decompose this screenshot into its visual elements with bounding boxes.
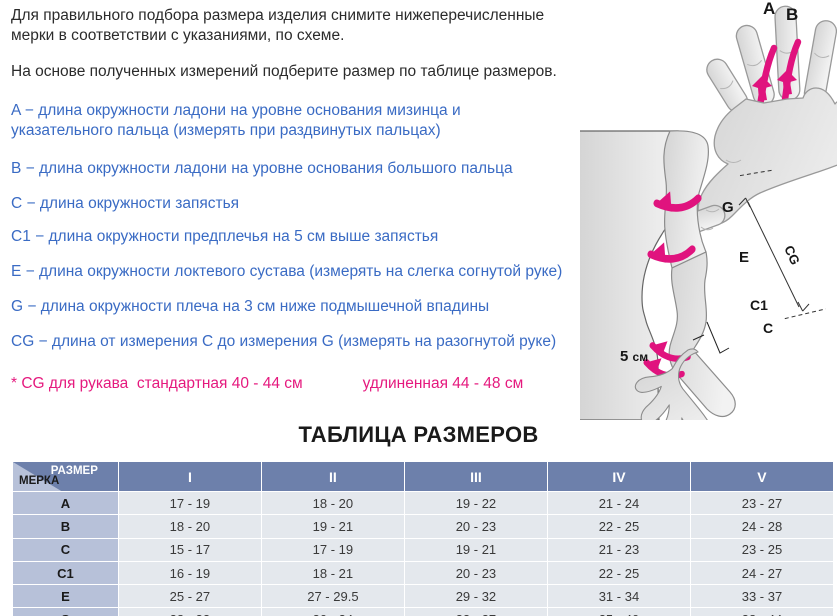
svg-text:E: E [739, 249, 749, 266]
svg-text:CG: CG [781, 243, 803, 267]
svg-text:A: A [763, 0, 775, 18]
svg-text:G: G [722, 199, 734, 216]
svg-text:B: B [786, 5, 798, 24]
svg-text:C1: C1 [750, 297, 768, 313]
svg-text:5 см: 5 см [620, 348, 648, 365]
svg-text:C: C [763, 320, 773, 336]
